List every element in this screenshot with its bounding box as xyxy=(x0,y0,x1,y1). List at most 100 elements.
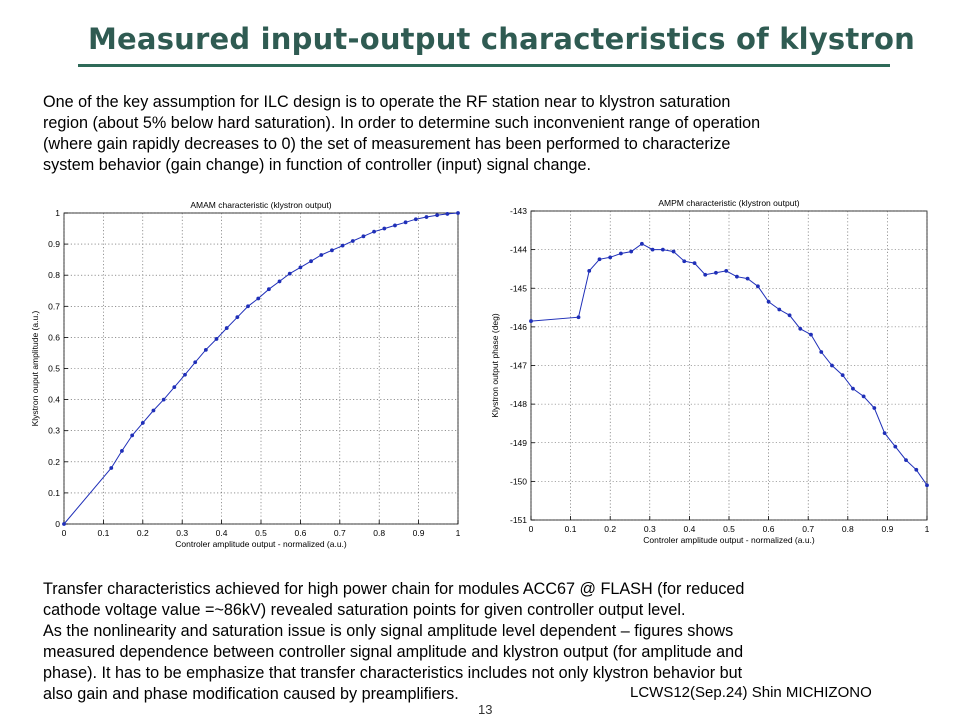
data-point xyxy=(161,397,166,402)
x-axis-label: Controler amplitude output - normalized … xyxy=(643,535,815,545)
data-point xyxy=(703,272,708,277)
y-axis-label: Klystron ouput amplitude (a.u.) xyxy=(30,310,40,426)
data-point xyxy=(830,363,834,368)
body-line: cathode voltage value =~86kV) revealed s… xyxy=(43,601,686,619)
data-point xyxy=(882,431,887,435)
x-tick-label: 0 xyxy=(62,528,67,538)
x-tick-label: 0.3 xyxy=(644,524,656,534)
data-point xyxy=(140,421,145,425)
x-tick-label: 0.5 xyxy=(255,528,267,538)
data-point xyxy=(445,212,450,216)
data-point xyxy=(660,247,665,252)
x-tick-label: 0 xyxy=(529,524,534,534)
y-tick-label: -148 xyxy=(510,399,527,409)
data-point xyxy=(340,243,345,248)
y-tick-label: 0.7 xyxy=(48,301,60,311)
intro-line: (where gain rapidly decreases to 0) the … xyxy=(43,135,731,153)
y-axis-label: Klystron output phase (deg) xyxy=(490,313,500,418)
data-point xyxy=(246,304,250,309)
data-point xyxy=(745,276,750,281)
y-tick-label: -151 xyxy=(510,515,527,525)
title-underline xyxy=(78,64,890,67)
y-tick-label: 0 xyxy=(55,519,60,529)
data-point xyxy=(413,217,418,222)
y-tick-label: -144 xyxy=(510,245,527,255)
footer-credit: LCWS12(Sep.24) Shin MICHIZONO xyxy=(630,684,872,701)
x-tick-label: 0.9 xyxy=(413,528,425,538)
x-tick-label: 0.8 xyxy=(842,524,854,534)
data-point xyxy=(851,386,855,391)
data-point xyxy=(287,271,292,276)
body-paragraph: Transfer characteristics achieved for hi… xyxy=(43,579,943,705)
x-tick-label: 0.6 xyxy=(294,528,306,538)
data-point xyxy=(214,337,219,341)
y-tick-label: -150 xyxy=(510,476,527,486)
y-tick-label: 0.9 xyxy=(48,239,60,249)
data-point xyxy=(861,394,866,399)
data-point xyxy=(904,458,908,463)
data-point xyxy=(193,360,198,365)
x-tick-label: 0.7 xyxy=(802,524,814,534)
y-tick-label: -146 xyxy=(510,322,527,332)
data-point xyxy=(798,326,803,331)
data-point xyxy=(224,326,229,330)
x-tick-label: 0.8 xyxy=(373,528,385,538)
chart-title: AMAM characteristic (klystron output) xyxy=(190,200,331,210)
y-tick-label: 1 xyxy=(55,208,60,218)
page-title: Measured input-output characteristics of… xyxy=(88,22,915,56)
y-tick-label: 0.6 xyxy=(48,332,60,342)
body-line: Transfer characteristics achieved for hi… xyxy=(43,580,745,598)
data-point xyxy=(350,239,355,243)
data-point xyxy=(692,261,697,266)
x-tick-label: 0.2 xyxy=(137,528,149,538)
y-tick-label: 0.2 xyxy=(48,457,60,467)
intro-paragraph: One of the key assumption for ILC design… xyxy=(43,92,943,176)
plot-frame xyxy=(63,212,459,525)
y-tick-label: 0.4 xyxy=(48,395,60,405)
data-point xyxy=(172,385,177,390)
data-point xyxy=(872,406,877,410)
data-point xyxy=(319,253,324,257)
data-point xyxy=(576,315,581,320)
data-point xyxy=(597,257,602,262)
x-tick-label: 0.1 xyxy=(97,528,109,538)
x-tick-label: 0.4 xyxy=(683,524,695,534)
x-tick-label: 0.4 xyxy=(216,528,228,538)
y-tick-label: 0.8 xyxy=(48,270,60,280)
data-point xyxy=(682,259,687,264)
data-point xyxy=(183,372,187,377)
data-point xyxy=(766,299,771,304)
data-point xyxy=(819,350,824,354)
data-point xyxy=(424,215,429,219)
x-tick-label: 0.7 xyxy=(334,528,346,538)
x-tick-label: 0.6 xyxy=(763,524,775,534)
data-point xyxy=(925,483,929,488)
data-point xyxy=(787,313,792,318)
page-number: 13 xyxy=(478,702,493,717)
data-point xyxy=(109,466,114,470)
data-point xyxy=(309,259,313,264)
x-tick-label: 0.1 xyxy=(565,524,577,534)
data-point xyxy=(671,249,676,254)
data-point xyxy=(735,274,739,279)
data-point xyxy=(382,226,387,231)
y-tick-label: -143 xyxy=(510,206,527,216)
x-tick-label: 0.2 xyxy=(604,524,616,534)
data-point xyxy=(435,213,440,218)
data-point xyxy=(203,347,208,352)
data-point xyxy=(256,296,261,301)
data-point xyxy=(587,268,592,273)
y-tick-label: -149 xyxy=(510,438,527,448)
amam-chart: 0 0.1 0.2 0.3 0.4 0.5 0.6 0.7 0.8 0.9 1 0 0.1 0.2 0.3 0… xyxy=(30,200,461,549)
body-line: phase). It has to be emphasize that tran… xyxy=(43,664,743,682)
y-tick-label: -145 xyxy=(510,283,527,293)
data-point xyxy=(629,249,634,254)
data-point xyxy=(403,220,408,225)
data-point xyxy=(62,522,66,526)
data-point xyxy=(372,229,376,234)
y-tick-label: 0.1 xyxy=(48,488,60,498)
intro-line: One of the key assumption for ILC design… xyxy=(43,93,731,111)
data-point xyxy=(777,307,782,312)
data-point xyxy=(361,234,366,239)
y-tick-label: -147 xyxy=(510,361,527,371)
